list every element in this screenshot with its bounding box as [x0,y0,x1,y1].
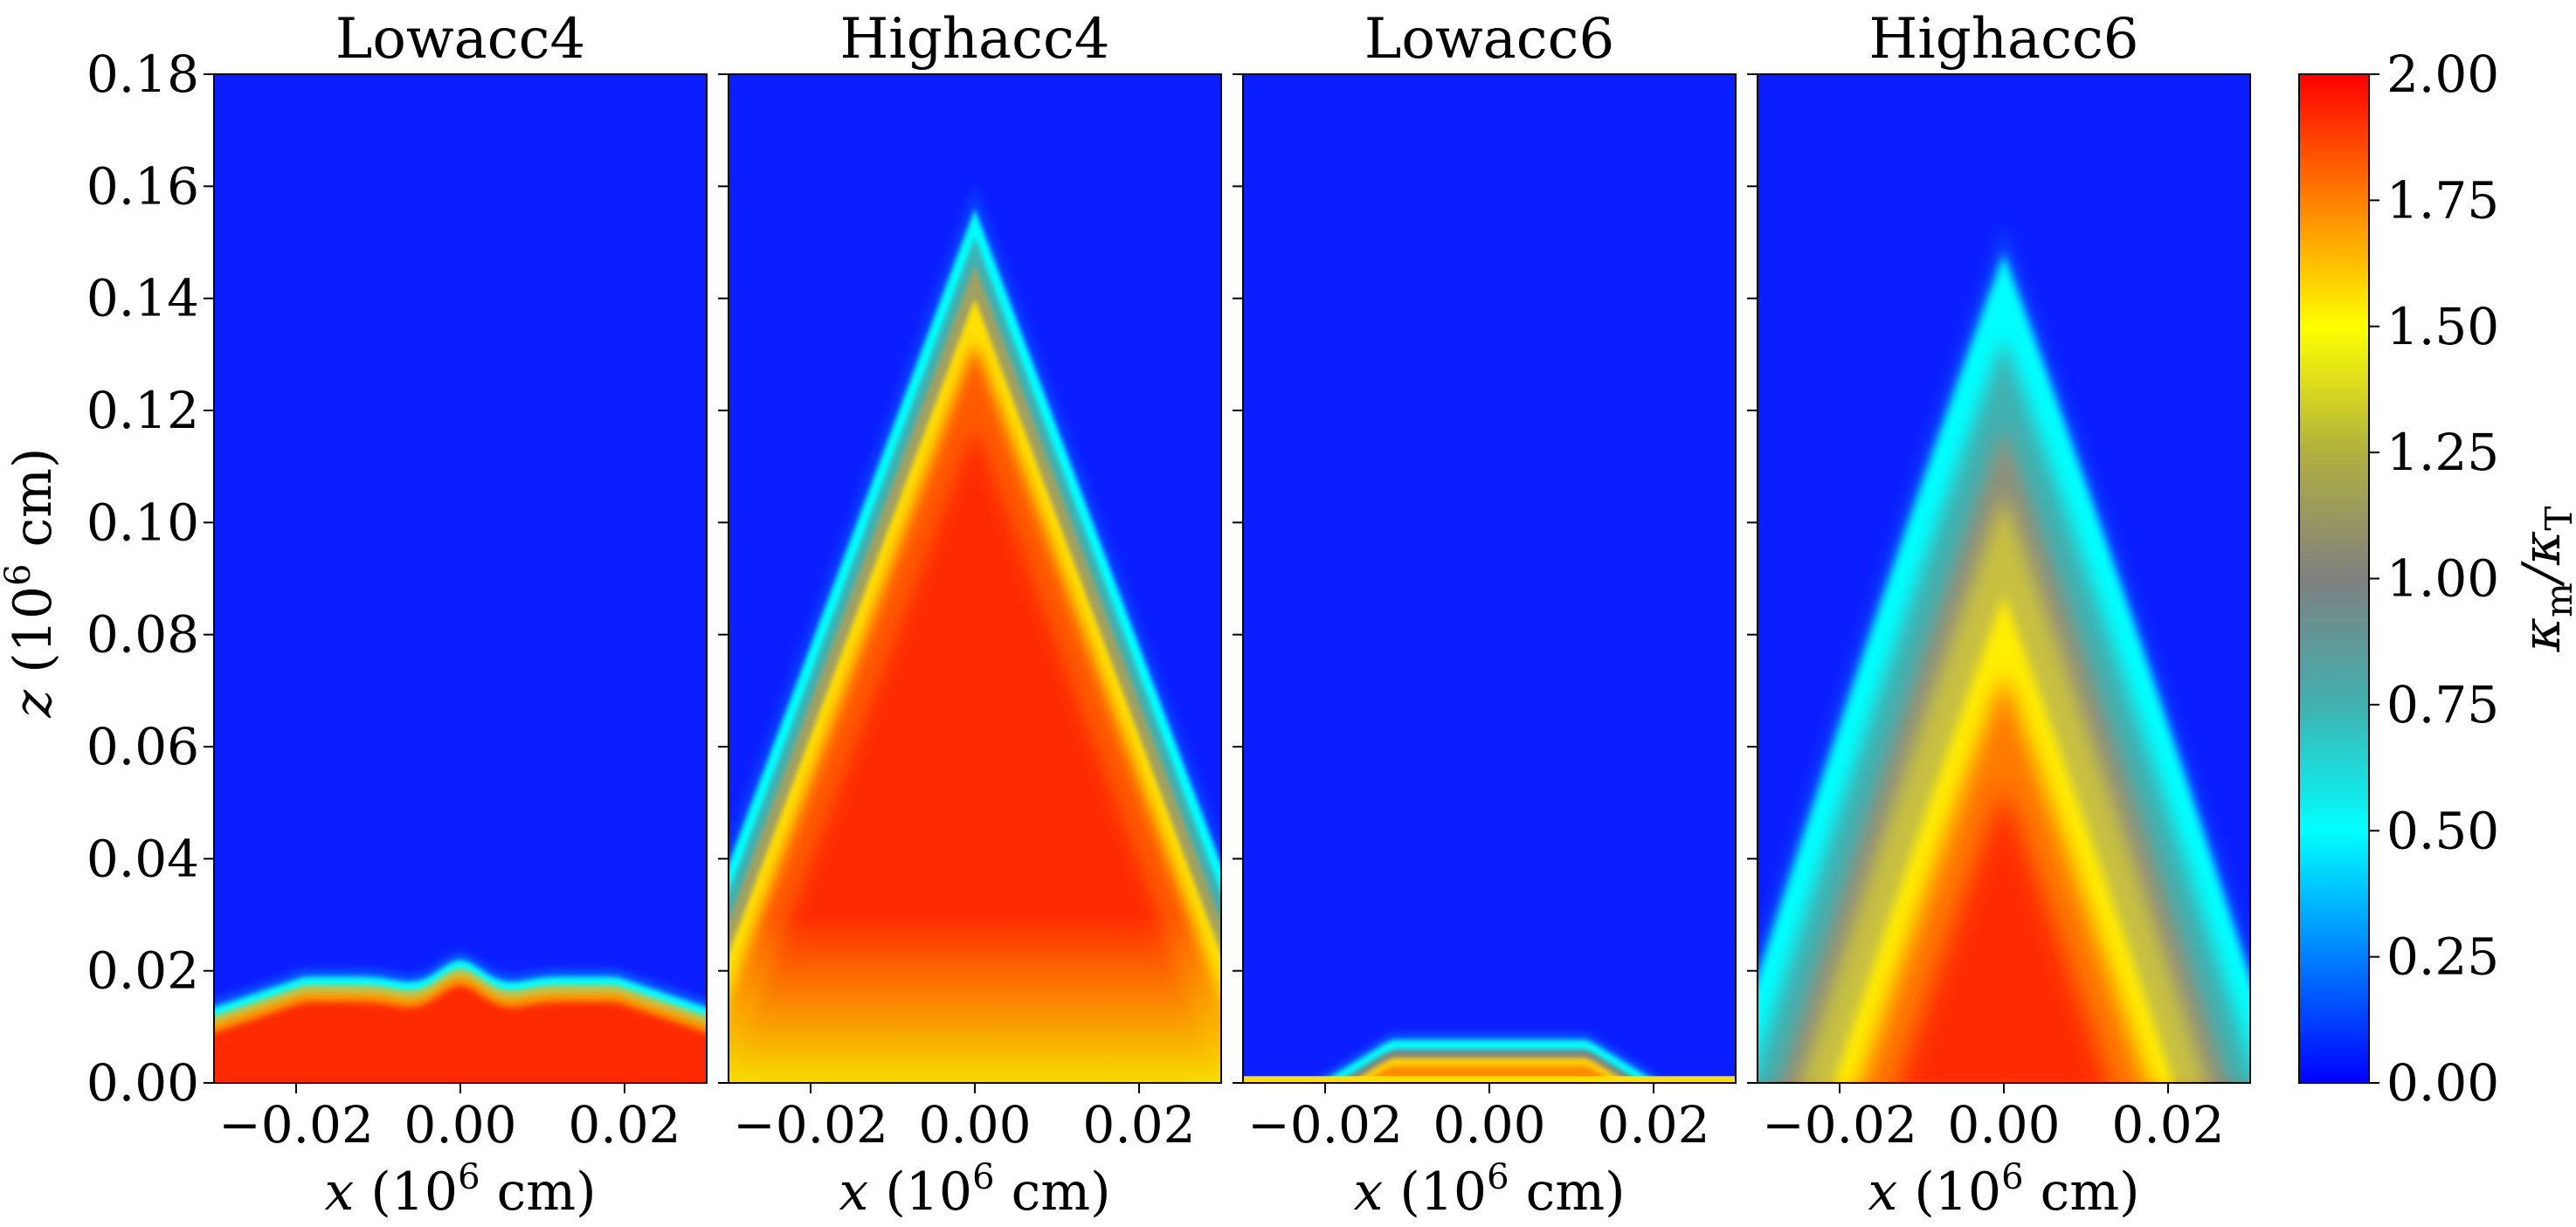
heatmap-fill [729,186,1221,1083]
heatmap-background [1243,74,1736,1083]
x-axis-label-exp: 6 [1487,1157,1509,1197]
x-tick-label: −0.02 [218,1095,374,1155]
y-axis-ticks: 0.00 0.02 0.04 0.06 0.08 0.10 0.12 0.14 0.16 0.18 [86,45,1758,1113]
x-axis-label-units: (10 [868,1162,972,1223]
bottom-strip [1243,1076,1736,1083]
x-axis-labels: x (106 cm) x (106 cm) x (106 cm) x (106 cm) [324,1157,2139,1223]
colorbar-ticks: 0.00 0.25 0.50 0.75 1.00 1.25 1.50 1.75 2.00 [2369,45,2499,1113]
colorbar-tick-label: 0.50 [2386,801,2499,860]
x-axis-label: x (106 cm) [324,1157,596,1223]
heatmap-background [214,74,707,1083]
y-axis-label-close: cm) [3,448,64,564]
x-axis-label-units: (10 [1897,1162,2001,1223]
panel-lowacc6: Lowacc6 [1242,7,1737,1084]
x-tick-label: −0.02 [1762,1095,1917,1155]
x-axis-label-close: cm) [995,1162,1111,1223]
x-axis-label-var: x [324,1162,354,1223]
x-axis-label-var: x [1353,1162,1383,1223]
x-axis-label-exp: 6 [2001,1157,2023,1197]
x-tick-label: 0.02 [1597,1095,1709,1155]
colorbar-tick-label: 0.75 [2386,675,2499,734]
heatmap-fill [1243,1032,1736,1083]
panel-lowacc4: Lowacc4 [213,7,708,1084]
x-axis-label-exp: 6 [458,1157,480,1197]
x-axis-label-exp: 6 [972,1157,994,1197]
heatmap-fill [214,951,707,1083]
x-axis-label-close: cm) [2024,1162,2140,1223]
y-tick-label: 0.06 [86,717,199,776]
x-axis-label-units: (10 [1383,1162,1487,1223]
contour-band [214,984,707,1083]
colorbar-label-kappa-m: κ [2511,617,2573,652]
heatmap-fill [1758,225,2250,1083]
x-tick-label: 0.00 [1947,1095,2060,1155]
y-tick-label: 0.18 [86,45,199,104]
y-axis-label-units: (10 [3,586,64,690]
colorbar-tick-label: 1.25 [2386,423,2499,482]
x-tick-label: 0.00 [918,1095,1031,1155]
x-tick-label: 0.02 [1082,1095,1195,1155]
panel-title: Lowacc4 [335,7,585,72]
bottom-glow [729,914,1221,1083]
y-tick-label: 0.10 [86,493,199,552]
x-axis-label-var: x [1868,1162,1897,1223]
x-axis-ticks: −0.02 0.00 0.02 −0.02 0.00 0.02 −0.02 0.00 0.02−… [218,1083,2225,1155]
x-axis-label: x (106 cm) [1868,1157,2139,1223]
colorbar-label-sub-m: m [2538,582,2576,617]
colorbar: 0.00 0.25 0.50 0.75 1.00 1.25 1.50 1.75 2.00 κm/… [2298,45,2576,1113]
heatmap-area [1242,73,1737,1084]
colorbar-tick-label: 1.00 [2386,549,2499,609]
colorbar-tick-label: 1.75 [2386,170,2499,230]
panel-highacc4: Highacc4 [728,7,1222,1084]
colorbar-bar [2298,73,2370,1084]
contour-band [1898,785,2110,1083]
x-tick-label: −0.02 [1247,1095,1403,1155]
x-tick-label: 0.02 [2111,1095,2224,1155]
colorbar-tick-label: 0.00 [2386,1053,2499,1113]
colorbar-label-sub-t: T [2538,507,2576,531]
x-axis-label: x (106 cm) [839,1157,1110,1223]
y-tick-label: 0.12 [86,381,199,440]
panel-highacc6: Highacc6 [1757,7,2251,1084]
x-tick-label: 0.00 [404,1095,516,1155]
x-tick-label: −0.02 [733,1095,888,1155]
y-tick-label: 0.02 [86,941,199,1001]
y-tick-label: 0.00 [86,1053,199,1113]
colorbar-tick-label: 0.25 [2386,927,2499,987]
y-axis-label-exp: 6 [0,564,38,586]
x-axis-label-var: x [839,1162,868,1223]
y-axis-label-var: z [3,689,64,718]
x-axis-label-close: cm) [1509,1162,1626,1223]
y-axis-label: z (106 cm) [0,448,64,719]
y-tick-label: 0.14 [86,269,199,328]
heatmap-area [1757,73,2251,1084]
y-tick-label: 0.16 [86,156,199,216]
colorbar-tick-label: 1.50 [2386,297,2499,356]
heatmap-area [213,73,708,1084]
heatmap-area [728,73,1222,1084]
x-axis-label-close: cm) [480,1162,597,1223]
panel-title: Highacc6 [1868,7,2138,72]
y-tick-label: 0.08 [86,605,199,665]
x-tick-label: 0.00 [1433,1095,1545,1155]
colorbar-label: κm/κT [2511,507,2576,653]
x-tick-label: 0.02 [568,1095,680,1155]
y-tick-label: 0.04 [86,829,199,888]
x-axis-label-units: (10 [354,1162,458,1223]
x-axis-label: x (106 cm) [1353,1157,1625,1223]
colorbar-label-kappa-t: /κ [2511,531,2573,588]
panel-title: Highacc4 [839,7,1109,72]
colorbar-tick-label: 2.00 [2386,45,2499,104]
panel-title: Lowacc6 [1364,7,1614,72]
